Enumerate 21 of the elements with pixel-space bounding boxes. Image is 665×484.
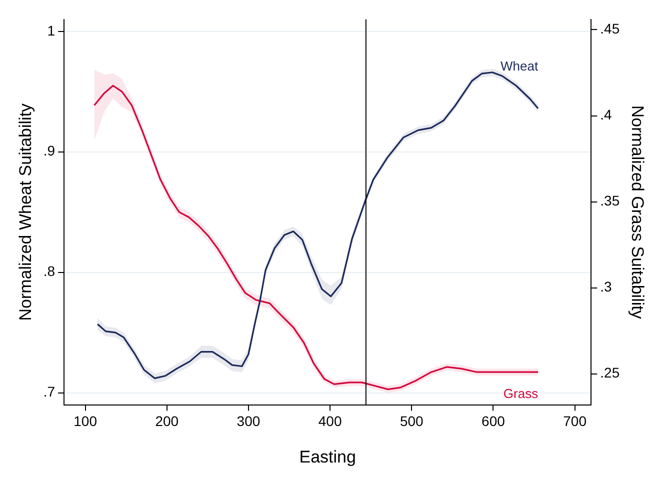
y-axis-title: Normalized Wheat Suitability xyxy=(16,102,35,321)
x-tick-label: 200 xyxy=(155,413,179,430)
y-tick-label: .9 xyxy=(43,142,56,159)
y2-axis-title: Normalized Grass Suitability xyxy=(628,105,648,320)
series-label: Grass xyxy=(503,386,539,402)
y-tick-label: .8 xyxy=(43,263,56,280)
x-tick-label: 500 xyxy=(400,413,424,430)
x-tick-label: 400 xyxy=(318,413,342,430)
y-tick-label: .7 xyxy=(43,384,56,400)
y2-tick-label: .4 xyxy=(600,106,612,123)
y-tick-label: 1 xyxy=(47,22,56,38)
x-tick-label: 300 xyxy=(236,413,260,430)
y2-tick-label: .25 xyxy=(600,364,620,381)
y2-tick-label: .45 xyxy=(600,20,620,37)
y2-tick-label: .3 xyxy=(600,278,612,295)
x-tick-label: 100 xyxy=(74,413,98,430)
y2-tick-label: .35 xyxy=(600,192,620,209)
x-tick-label: 600 xyxy=(482,413,506,430)
x-axis-title: Easting xyxy=(299,447,356,466)
x-tick-label: 700 xyxy=(563,413,587,430)
series-label: Wheat xyxy=(500,58,538,74)
